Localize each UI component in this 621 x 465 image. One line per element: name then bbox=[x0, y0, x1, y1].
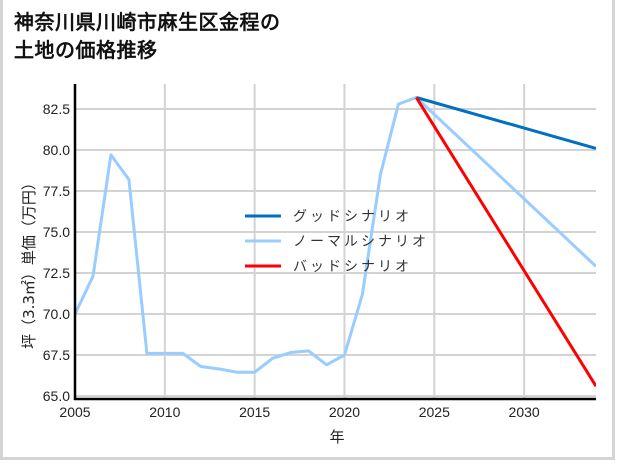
x-tick-label: 2020 bbox=[329, 404, 360, 420]
chart-title: 神奈川県川崎市麻生区金程の 土地の価格推移 bbox=[14, 8, 281, 64]
y-axis-label: 坪（3.3㎡）単価（万円） bbox=[20, 175, 38, 349]
x-tick-label: 2010 bbox=[149, 404, 180, 420]
y-tick-label: 67.5 bbox=[43, 347, 70, 363]
x-tick-label: 2015 bbox=[239, 404, 270, 420]
series-line bbox=[415, 96, 596, 150]
axes bbox=[73, 84, 596, 401]
legend-label: バッドシナリオ bbox=[293, 259, 412, 275]
series-line bbox=[75, 96, 417, 374]
chart-frame bbox=[0, 0, 615, 460]
y-tick-label: 77.5 bbox=[43, 183, 70, 199]
x-tick-label: 2030 bbox=[509, 404, 540, 420]
chart-title-line2: 土地の価格推移 bbox=[14, 38, 158, 62]
y-tick-label: 80.0 bbox=[43, 142, 70, 158]
legend-label: グッドシナリオ bbox=[293, 209, 412, 225]
series-line bbox=[415, 96, 596, 387]
y-tick-label: 65.0 bbox=[43, 388, 70, 404]
y-tick-label: 72.5 bbox=[43, 265, 70, 281]
y-tick-label: 82.5 bbox=[43, 101, 70, 117]
y-tick-label: 75.0 bbox=[43, 224, 70, 240]
x-axis-label: 年 bbox=[329, 428, 344, 446]
legend-label: ノーマルシナリオ bbox=[293, 234, 429, 250]
series-line bbox=[415, 96, 596, 268]
chart-title-line1: 神奈川県川崎市麻生区金程の bbox=[14, 10, 281, 34]
y-tick-label: 70.0 bbox=[43, 306, 70, 322]
tick-labels: 65.0 67.5 70.0 72.5 75.0 77.5 80.0 82.5 2005 2010… bbox=[43, 101, 540, 420]
data-lines bbox=[75, 96, 596, 387]
x-tick-label: 2005 bbox=[59, 404, 90, 420]
x-tick-label: 2025 bbox=[419, 404, 450, 420]
